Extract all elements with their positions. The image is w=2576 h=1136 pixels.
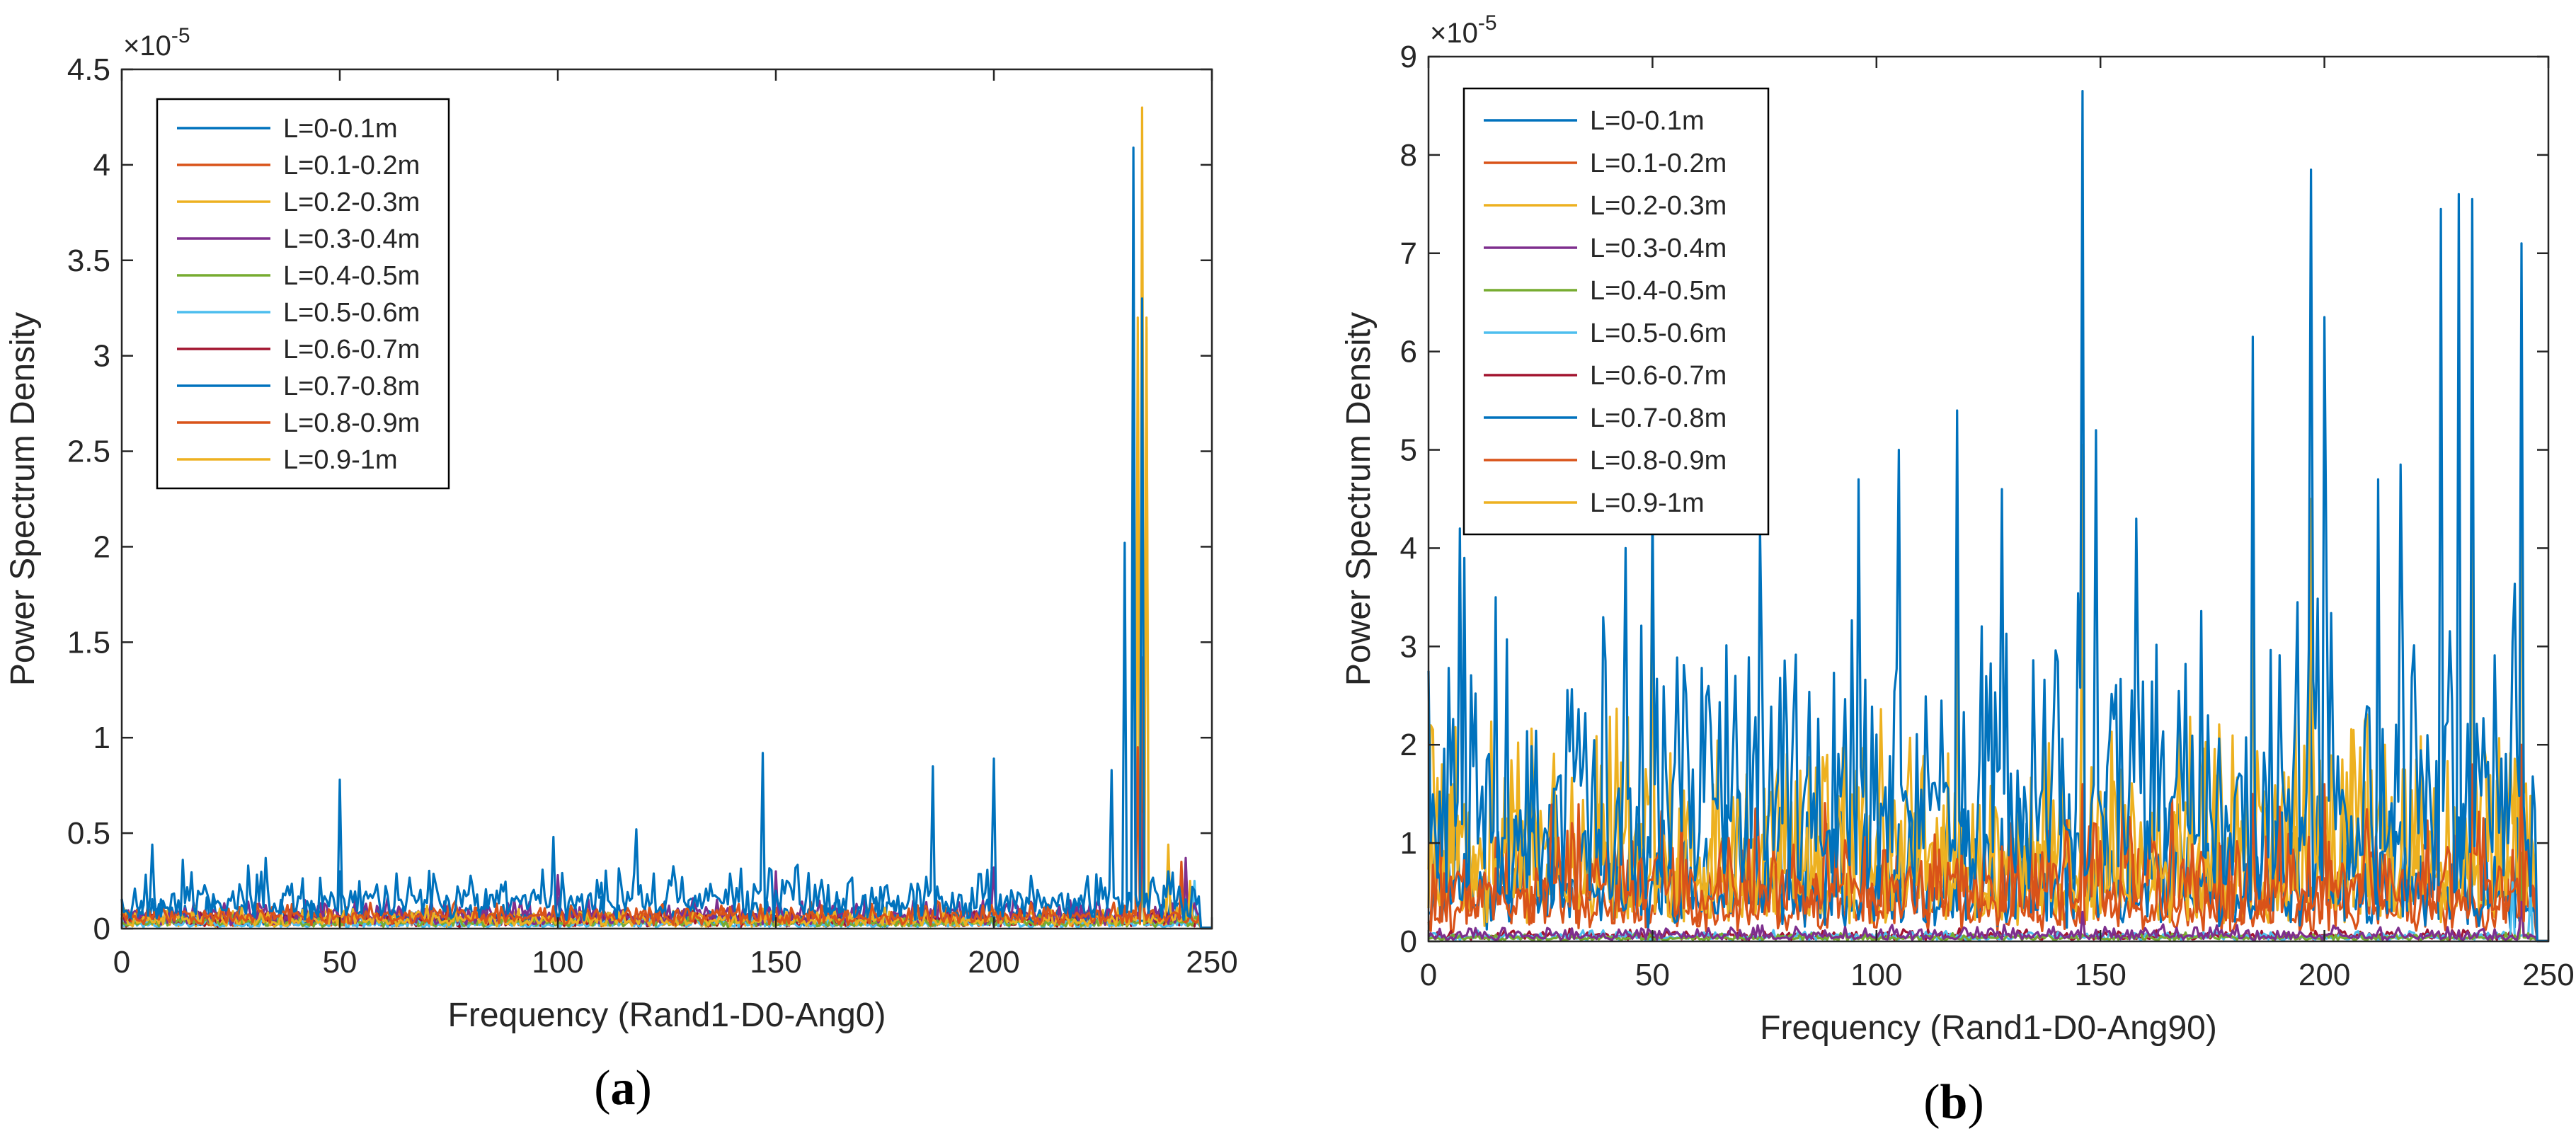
panel-label-letter: a (611, 1061, 636, 1115)
y-exponent: -5 (171, 24, 190, 47)
y-tick-label: 1.5 (67, 625, 110, 660)
panel-label: (a) (594, 1061, 652, 1115)
legend-entry-label: L=0.2-0.3m (283, 188, 420, 217)
y-tick-label: 3 (93, 339, 110, 374)
legend-entry-label: L=0.8-0.9m (1590, 446, 1727, 476)
legend-entry-label: L=0.6-0.7m (283, 335, 420, 365)
legend-entry-label: L=0.8-0.9m (283, 408, 420, 438)
legend-entry-label: L=0.9-1m (283, 445, 398, 475)
y-multiplier: ×10 (1430, 18, 1478, 49)
panel-label-letter: b (1940, 1075, 1968, 1130)
legend: L=0-0.1m L=0.1-0.2m L=0.2-0.3m L=0.3-0.4m L=… (1462, 87, 1770, 536)
x-tick-label: 100 (532, 945, 583, 980)
y-tick-label: 1 (1400, 826, 1417, 861)
y-tick-label: 8 (1400, 138, 1417, 173)
x-tick-label: 200 (2299, 958, 2350, 992)
axes-box (120, 68, 1213, 930)
y-tick-label: 6 (1400, 335, 1417, 369)
legend-entry-label: L=0.5-0.6m (1590, 319, 1727, 348)
y-tick-label: 0 (93, 912, 110, 946)
panel-label-close: ) (636, 1061, 652, 1115)
y-multiplier: ×10 (123, 30, 171, 62)
y-tick-label: 4.5 (67, 52, 110, 87)
chart-panel-a: 0 50 100 150 200 250 0 0.5 1 1.5 2 2.5 3 3.5 4 4.5 ×10-5… (4, 24, 1238, 1115)
legend-entry-label: L=0.4-0.5m (1590, 276, 1727, 306)
y-exponent: -5 (1478, 11, 1497, 35)
x-tick-label: 50 (1635, 958, 1670, 992)
x-tick-label: 150 (2074, 958, 2126, 992)
x-axis-title: Frequency (Rand1-D0-Ang0) (448, 997, 886, 1034)
legend-entry-label: L=0.5-0.6m (283, 298, 420, 328)
legend-entry-label: L=0-0.1m (283, 114, 398, 144)
y-tick-label: 4 (93, 148, 110, 183)
series-line-2 (120, 656, 1212, 929)
y-tick-label: 2.5 (67, 435, 110, 469)
y-exponent-label: ×10-5 (123, 24, 190, 62)
series-line-1 (1427, 90, 2548, 942)
y-tick-label: 3.5 (67, 243, 110, 278)
series-line-3 (1427, 321, 2548, 942)
y-tick-label: 5 (1400, 433, 1417, 468)
panel-label-close: ) (1967, 1075, 1983, 1130)
y-tick-label: 0.5 (67, 816, 110, 851)
chart-panel-b: 0 50 100 150 200 250 0 1 2 3 4 5 6 7 8 9 ×10-5 Frequency … (1340, 11, 2575, 1130)
x-tick-label: 0 (1420, 958, 1437, 992)
y-tick-label: 4 (1400, 531, 1417, 566)
x-tick-label: 250 (1186, 945, 1237, 980)
series-line-1 (120, 147, 1212, 929)
y-axis-title: Power Spectrum Density (1340, 312, 1378, 686)
x-tick-label: 200 (968, 945, 1019, 980)
axes-box (1427, 55, 2550, 943)
y-tick-label: 2 (1400, 728, 1417, 762)
y-tick-label: 9 (1400, 40, 1417, 74)
legend-entry-label: L=0.7-0.8m (283, 372, 420, 401)
x-tick-label: 50 (323, 945, 357, 980)
x-axis-title: Frequency (Rand1-D0-Ang90) (1760, 1009, 2217, 1047)
y-tick-label: 1 (93, 721, 110, 755)
y-tick-label: 7 (1400, 236, 1417, 271)
legend: L=0-0.1m L=0.1-0.2m L=0.2-0.3m L=0.3-0.4m L=… (156, 98, 450, 490)
panel-label-open: ( (594, 1061, 610, 1115)
legend-entry-label: L=0.7-0.8m (1590, 403, 1727, 433)
series-line-6 (120, 880, 1212, 929)
legend-entry-label: L=0.3-0.4m (283, 224, 420, 254)
x-tick-label: 250 (2522, 958, 2574, 992)
x-tick-label: 100 (1850, 958, 1902, 992)
legend-entry-label: L=0.1-0.2m (1590, 149, 1727, 178)
y-tick-label: 0 (1400, 924, 1417, 959)
panel-label: (b) (1923, 1075, 1984, 1130)
legend-entry-label: L=0-0.1m (1590, 106, 1705, 136)
legend-entry-label: L=0.9-1m (1590, 488, 1705, 518)
y-tick-label: 2 (93, 529, 110, 564)
legend-entry-label: L=0.6-0.7m (1590, 361, 1727, 391)
series-line-2 (1427, 743, 2548, 942)
series-line-4 (1427, 900, 2548, 942)
legend-entry-label: L=0.3-0.4m (1590, 234, 1727, 263)
y-tick-label: 3 (1400, 629, 1417, 664)
y-exponent-label: ×10-5 (1430, 11, 1497, 49)
legend-entry-label: L=0.2-0.3m (1590, 191, 1727, 221)
y-axis-title: Power Spectrum Density (4, 312, 42, 686)
legend-entry-label: L=0.4-0.5m (283, 261, 420, 291)
x-tick-label: 150 (750, 945, 801, 980)
x-tick-label: 0 (113, 945, 130, 980)
panel-label-open: ( (1923, 1075, 1940, 1130)
legend-entry-label: L=0.1-0.2m (283, 151, 420, 180)
